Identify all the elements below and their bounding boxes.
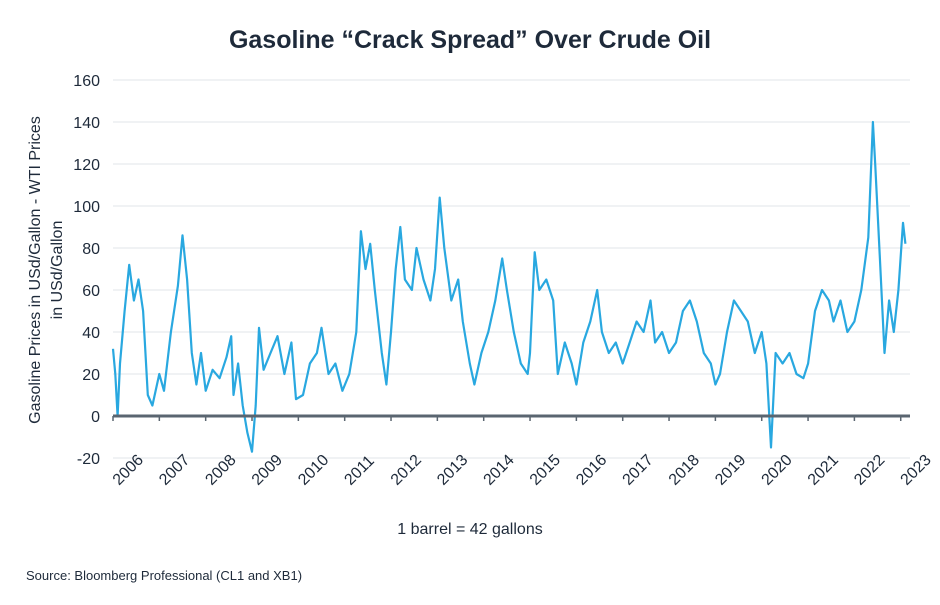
- y-tick-label: -20: [77, 451, 100, 468]
- x-tick-label: 2006: [110, 452, 147, 489]
- x-tick-label: 2020: [759, 452, 796, 489]
- y-axis-label: Gasoline Prices in USd/Gallon - WTI Pric…: [27, 116, 44, 424]
- x-tick-label: 2010: [295, 452, 332, 489]
- source-note: Source: Bloomberg Professional (CL1 and …: [26, 568, 302, 583]
- x-tick-label: 2008: [202, 452, 239, 489]
- chart-title: Gasoline “Crack Spread” Over Crude Oil: [229, 26, 711, 54]
- y-axis-label: in USd/Gallon: [49, 221, 66, 320]
- x-tick-label: 2015: [527, 452, 564, 489]
- x-tick-label: 2016: [573, 452, 610, 489]
- x-tick-label: 2023: [898, 452, 935, 489]
- x-tick-label: 2012: [388, 452, 425, 489]
- x-tick-label: 2009: [249, 452, 286, 489]
- y-tick-label: 140: [73, 115, 100, 132]
- y-tick-label: 100: [73, 199, 100, 216]
- x-tick-label: 2021: [805, 452, 842, 489]
- x-tick-label: 2019: [712, 452, 749, 489]
- y-tick-label: 160: [73, 73, 100, 90]
- data-line: [111, 120, 907, 453]
- y-tick-label: 80: [82, 241, 100, 258]
- x-tick-label: 2022: [851, 452, 888, 489]
- x-tick-label: 2013: [434, 452, 471, 489]
- x-tick-label: 2014: [481, 452, 518, 489]
- x-tick-label: 2017: [620, 452, 657, 489]
- y-tick-label: 120: [73, 157, 100, 174]
- y-tick-label: 40: [82, 325, 100, 342]
- x-tick-label: 2018: [666, 452, 703, 489]
- x-tick-label: 2007: [156, 452, 193, 489]
- y-tick-label: 0: [91, 409, 100, 426]
- y-tick-label: 60: [82, 283, 100, 300]
- y-tick-label: 20: [82, 367, 100, 384]
- x-axis-label: 1 barrel = 42 gallons: [397, 521, 542, 538]
